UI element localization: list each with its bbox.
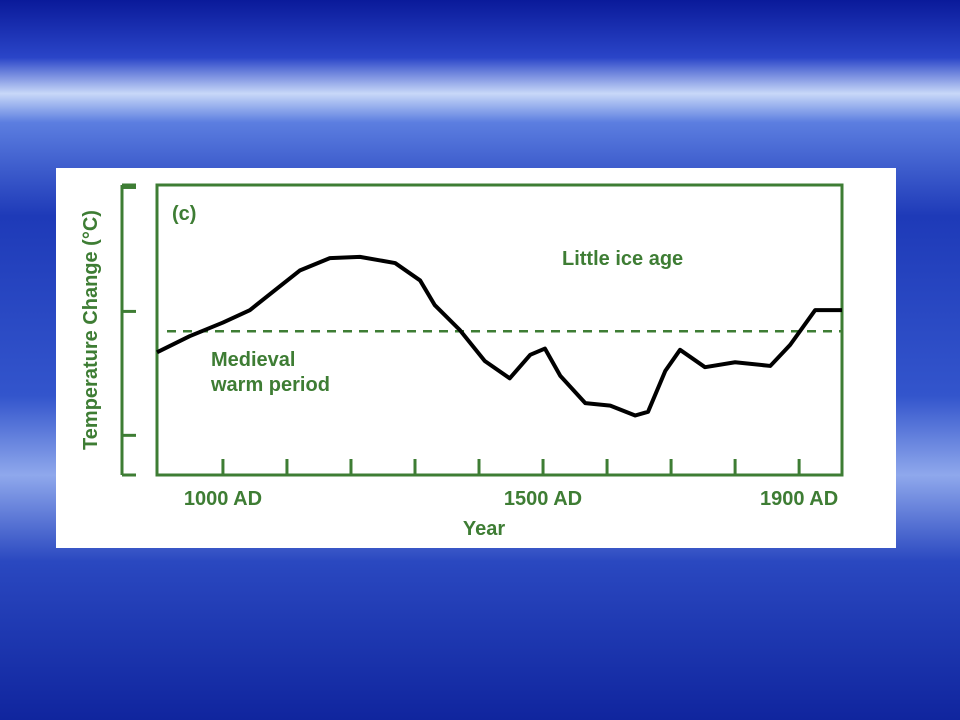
panel-label: (c)	[172, 203, 196, 225]
annotation: warm period	[210, 374, 330, 396]
chart-panel	[56, 168, 896, 548]
x-tick-label: 1900 AD	[760, 488, 838, 510]
x-tick-label: 1500 AD	[504, 488, 582, 510]
x-axis-label: Year	[463, 518, 505, 540]
y-axis-label: Temperature Change (°C)	[80, 210, 102, 450]
annotation: Little ice age	[562, 248, 683, 270]
data-line	[156, 254, 842, 418]
annotation: Medieval	[211, 349, 295, 371]
x-tick-label: 1000 AD	[184, 488, 262, 510]
